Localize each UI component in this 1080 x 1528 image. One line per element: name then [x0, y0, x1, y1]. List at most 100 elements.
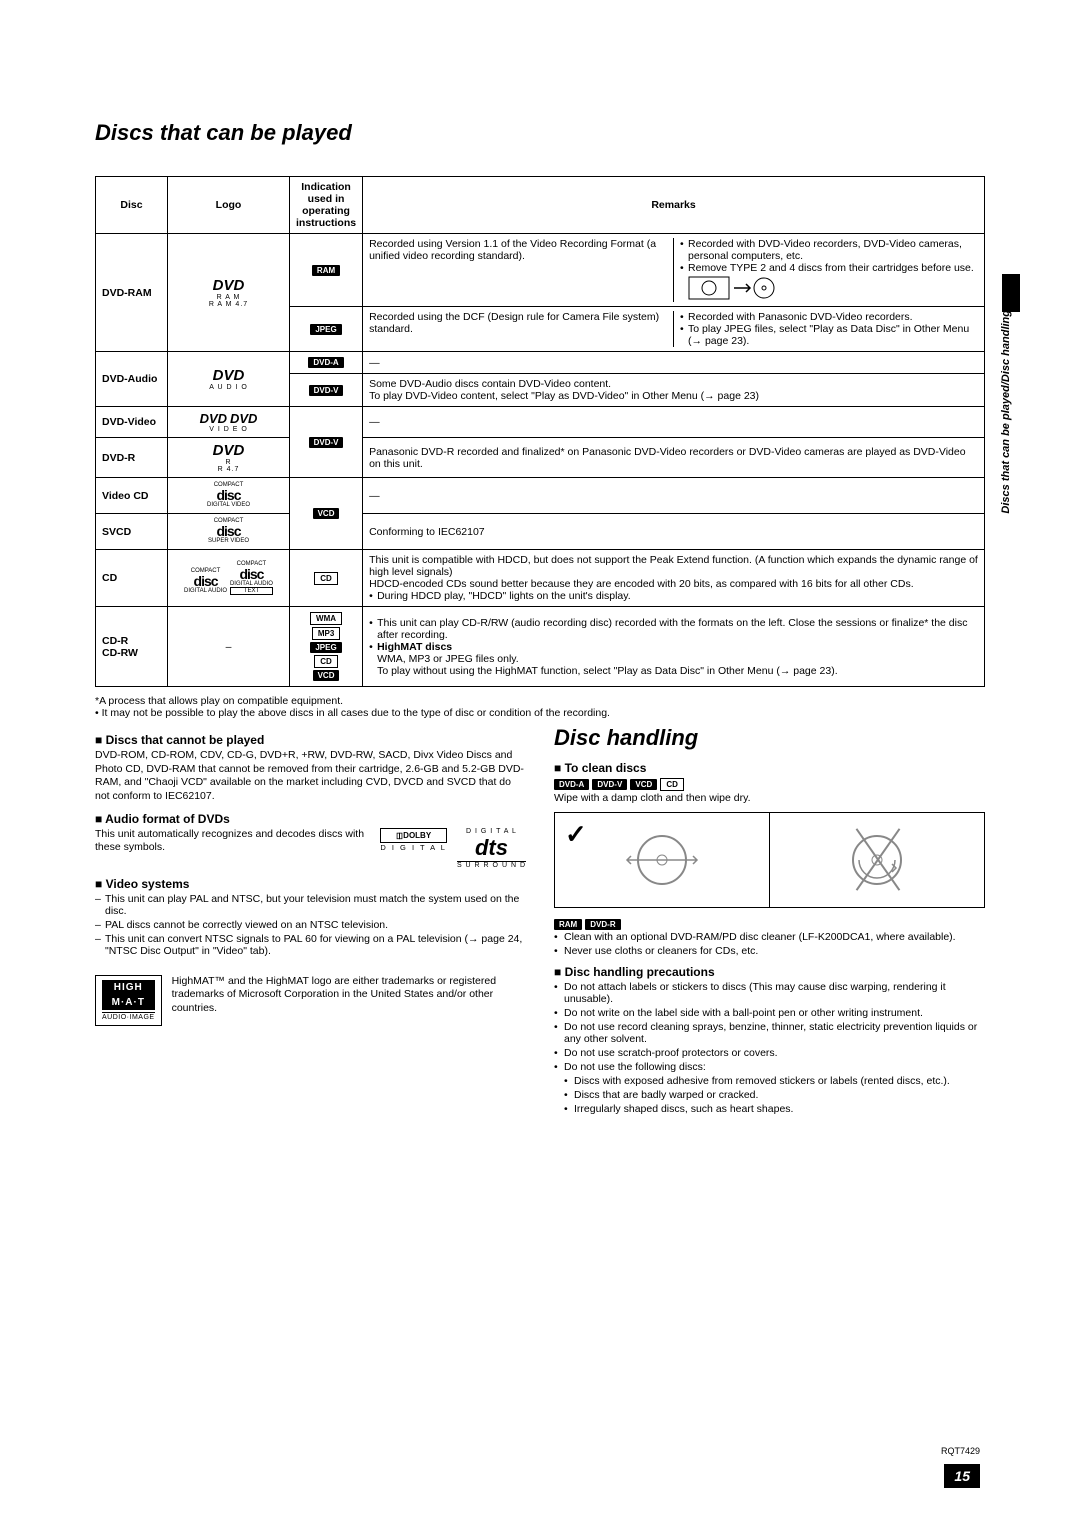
table-header-row: Disc Logo Indication used in operating i…: [96, 177, 985, 234]
badge-vcd: VCD: [313, 508, 340, 519]
th-indication: Indication used in operating instruction…: [290, 177, 363, 234]
text-audio-format: This unit automatically recognizes and d…: [95, 828, 370, 855]
badge-dvda: DVD-A: [554, 779, 589, 790]
heading-clean-discs: To clean discs: [554, 761, 985, 775]
cell-logo-cdr: –: [168, 607, 290, 687]
list-item: Never use cloths or cleaners for CDs, et…: [554, 945, 985, 957]
footnote-1: *A process that allows play on compatibl…: [95, 695, 985, 707]
list-item: Do not use scratch-proof protectors or c…: [554, 1047, 985, 1059]
list-item: Do not attach labels or stickers to disc…: [554, 981, 985, 1005]
row-cd: CD COMPACTdiscDIGITAL AUDIO COMPACTdiscD…: [96, 550, 985, 607]
row-vcd: Video CD COMPACTdiscDIGITAL VIDEO VCD —: [96, 478, 985, 514]
dvd-logo-sub: A U D I O: [174, 384, 283, 391]
list-item: PAL discs cannot be correctly viewed on …: [95, 919, 526, 931]
badge-ram: RAM: [554, 919, 582, 930]
dolby-logo: ▯▯ DOLBY D I G I T A L: [380, 828, 447, 852]
dvd-logo: DVD: [230, 411, 257, 426]
page-tab-marker: [1002, 274, 1020, 312]
row-dvdaudio: DVD-Audio DVD A U D I O DVD-A —: [96, 352, 985, 374]
cell-disc-cd: CD: [96, 550, 168, 607]
cell-remarks-cdr: This unit can play CD-R/RW (audio record…: [363, 607, 985, 687]
dvd-logo: DVD: [200, 411, 227, 426]
row-svcd: SVCD COMPACTdiscSUPER VIDEO Conforming t…: [96, 514, 985, 550]
text-clean: Wipe with a damp cloth and then wipe dry…: [554, 792, 985, 806]
badge-wma: WMA: [310, 612, 342, 625]
cell-remarks-dvdram-1: Recorded using Version 1.1 of the Video …: [363, 234, 985, 307]
clean-illustration: ✓: [554, 812, 985, 908]
footnote-2: • It may not be possible to play the abo…: [95, 707, 985, 719]
heading-disc-handling: Disc handling: [554, 725, 985, 751]
badge-dvdv: DVD-V: [309, 437, 344, 448]
cartridge-icon: [688, 274, 776, 302]
cell-remarks-dvdram-2: Recorded using the DCF (Design rule for …: [363, 307, 985, 352]
list-item: Clean with an optional DVD-RAM/PD disc c…: [554, 931, 985, 943]
cell-disc-dvdaudio: DVD-Audio: [96, 352, 168, 407]
list-item: This unit can convert NTSC signals to PA…: [95, 933, 526, 957]
dvd-logo-sub2: R A M 4.7: [174, 301, 283, 308]
dvd-logo-sub1: R: [174, 459, 283, 466]
badge-cd: CD: [314, 572, 338, 585]
cell-logo-dvdvideo: DVD DVD V I D E O: [168, 407, 290, 438]
cell-disc-svcd: SVCD: [96, 514, 168, 550]
heading-precautions: Disc handling precautions: [554, 965, 985, 979]
dvd-logo-sub2: R 4.7: [174, 466, 283, 473]
wipe-correct-icon: [607, 830, 717, 890]
badge-vcd: VCD: [630, 779, 657, 790]
list-clean-ram: Clean with an optional DVD-RAM/PD disc c…: [554, 931, 985, 957]
dts-logo: D I G I T A L dts S U R R O U N D: [457, 828, 526, 869]
dvd-logo: DVD: [174, 442, 283, 459]
badge-vcd: VCD: [313, 670, 340, 681]
badge-dvdv: DVD-V: [592, 779, 627, 790]
badge-jpeg: JPEG: [310, 642, 341, 653]
cell-remarks-dvdvideo: —: [363, 407, 985, 438]
th-logo: Logo: [168, 177, 290, 234]
cell-disc-cdr: CD-R CD-RW: [96, 607, 168, 687]
cell-disc-dvdram: DVD-RAM: [96, 234, 168, 352]
list-item: Do not use record cleaning sprays, benzi…: [554, 1021, 985, 1045]
th-disc: Disc: [96, 177, 168, 234]
list-video-systems: This unit can play PAL and NTSC, but you…: [95, 893, 526, 957]
highmat-logo: HIGH M·A·T AUDIO·IMAGE: [95, 975, 162, 1026]
cell-disc-vcd: Video CD: [96, 478, 168, 514]
list-item: Discs with exposed adhesive from removed…: [564, 1075, 985, 1087]
document-id: RQT7429: [941, 1446, 980, 1456]
list-item: Discs that are badly warped or cracked.: [564, 1089, 985, 1101]
clean-badges: DVD-A DVD-V VCD CD: [554, 777, 985, 792]
cell-remarks-dvdaudio-2: Some DVD-Audio discs contain DVD-Video c…: [363, 374, 985, 407]
list-precautions: Do not attach labels or stickers to disc…: [554, 981, 985, 1115]
side-tab-label: Discs that can be played/Disc handling: [1000, 310, 1012, 514]
remarks-dvdram-1-r2: Remove TYPE 2 and 4 discs from their car…: [680, 262, 978, 302]
badge-ram: RAM: [312, 265, 340, 276]
disc-table: Disc Logo Indication used in operating i…: [95, 176, 985, 687]
heading-cannot-play: Discs that cannot be played: [95, 733, 526, 747]
remarks-dvdram-2-left: Recorded using the DCF (Design rule for …: [369, 311, 674, 347]
remarks-dvdram-1-r1: Recorded with DVD-Video recorders, DVD-V…: [680, 238, 978, 262]
page-number: 15: [944, 1464, 980, 1488]
list-item: Irregularly shaped discs, such as heart …: [564, 1103, 985, 1115]
cell-logo-vcd: COMPACTdiscDIGITAL VIDEO: [168, 478, 290, 514]
text-highmat: HighMAT™ and the HighMAT logo are either…: [172, 975, 526, 1016]
th-remarks: Remarks: [363, 177, 985, 234]
badge-cd: CD: [660, 778, 684, 791]
cell-logo-svcd: COMPACTdiscSUPER VIDEO: [168, 514, 290, 550]
cell-remarks-dvdaudio-1: —: [363, 352, 985, 374]
x-icon: [770, 813, 984, 907]
row-dvdvideo: DVD-Video DVD DVD V I D E O DVD-V —: [96, 407, 985, 438]
list-item: Do not write on the label side with a ba…: [554, 1007, 985, 1019]
cell-remarks-vcd: —: [363, 478, 985, 514]
dvd-logo: DVD: [174, 277, 283, 294]
list-item: Do not use the following discs: Discs wi…: [554, 1061, 985, 1115]
badge-dvdv: DVD-V: [309, 385, 344, 396]
row-dvdr: DVD-R DVD R R 4.7 Panasonic DVD-R record…: [96, 438, 985, 478]
clean-badges-2: RAM DVD-R: [554, 918, 985, 931]
cell-remarks-dvdr: Panasonic DVD-R recorded and finalized* …: [363, 438, 985, 478]
dvd-logo: DVD: [174, 367, 283, 384]
heading-audio-format: Audio format of DVDs: [95, 812, 526, 826]
badge-cd: CD: [314, 655, 338, 668]
cell-logo-dvdram: DVD R A M R A M 4.7: [168, 234, 290, 352]
row-dvdram: DVD-RAM DVD R A M R A M 4.7 RAM Recorded…: [96, 234, 985, 307]
badge-mp3: MP3: [312, 627, 340, 640]
text-cannot-play: DVD-ROM, CD-ROM, CDV, CD-G, DVD+R, +RW, …: [95, 749, 526, 804]
badge-dvdr: DVD-R: [585, 919, 620, 930]
cell-remarks-svcd: Conforming to IEC62107: [363, 514, 985, 550]
